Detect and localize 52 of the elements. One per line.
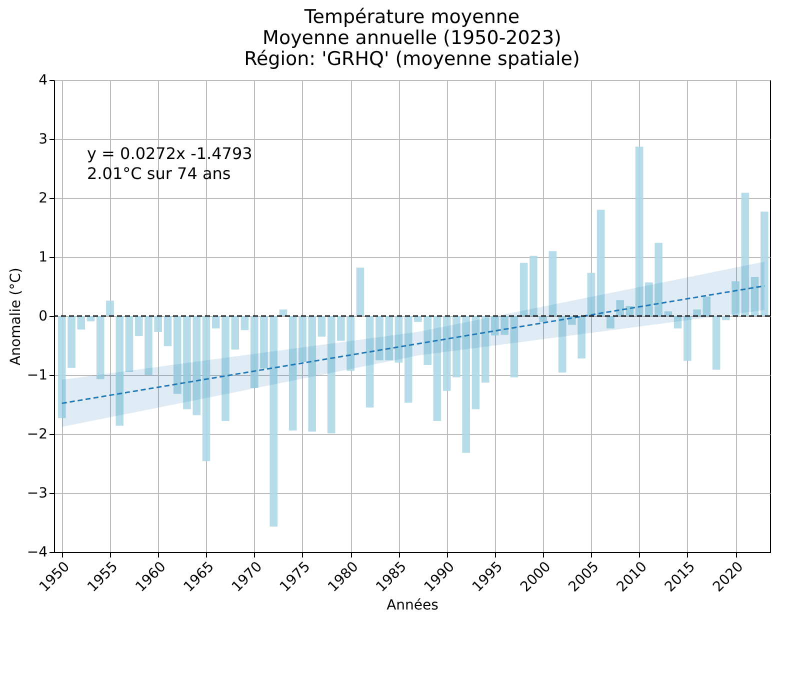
bar	[596, 210, 605, 316]
y-tick-label: 1	[38, 250, 48, 266]
bar	[674, 316, 682, 328]
y-tick-label: −1	[26, 368, 48, 384]
bar	[539, 316, 547, 322]
bar	[635, 146, 644, 316]
bar	[712, 316, 720, 370]
chart-title: Température moyenne Moyenne annuelle (1950-2023) Région: 'GRHQ' (moyenne spatiale)	[244, 6, 580, 70]
y-axis-title: Anomalie (°C)	[8, 268, 24, 366]
bar	[616, 300, 624, 316]
bar	[442, 316, 451, 391]
bar	[472, 316, 480, 410]
bar	[164, 316, 172, 346]
bar	[96, 316, 104, 380]
bar	[202, 316, 210, 462]
x-axis-title: Années	[386, 598, 438, 614]
y-tick-label: 0	[38, 308, 48, 324]
bar	[356, 268, 364, 316]
annotation: y = 0.0272x -1.4793	[87, 144, 252, 163]
bar	[722, 316, 730, 320]
bar	[558, 316, 566, 373]
bar	[481, 316, 490, 383]
bar	[693, 310, 701, 316]
y-tick-label: −3	[26, 486, 48, 502]
y-tick-label: −4	[26, 544, 48, 560]
bar	[741, 192, 750, 316]
bar	[530, 256, 538, 316]
bar	[520, 262, 528, 316]
bar	[279, 310, 288, 316]
y-tick-label: −2	[26, 426, 48, 442]
bar	[510, 316, 518, 378]
bar	[240, 316, 249, 330]
y-tick-label: 3	[38, 132, 48, 148]
bar	[318, 316, 326, 337]
bar	[702, 296, 711, 316]
bar	[125, 316, 134, 372]
bar	[684, 316, 692, 361]
bar	[587, 272, 596, 316]
bar	[732, 281, 740, 316]
bar	[548, 251, 557, 316]
y-tick-label: 4	[38, 72, 48, 88]
bar	[106, 300, 114, 316]
bar	[116, 316, 124, 426]
bar	[86, 316, 95, 322]
bar	[433, 316, 442, 422]
bar	[606, 316, 614, 328]
bar	[750, 277, 759, 316]
bar	[404, 316, 412, 403]
annotation: 2.01°C sur 74 ans	[87, 164, 231, 183]
bar	[760, 212, 768, 316]
y-tick-label: 2	[38, 190, 48, 206]
bar	[394, 316, 403, 363]
